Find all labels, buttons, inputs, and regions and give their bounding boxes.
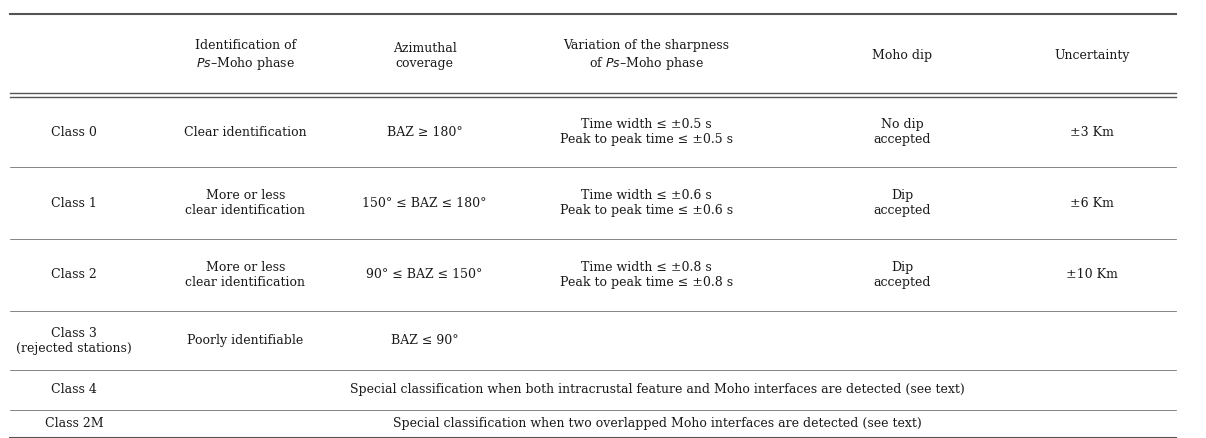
Text: Class 3
(rejected stations): Class 3 (rejected stations) [17,327,131,354]
Text: Class 0: Class 0 [51,126,98,139]
Text: ±6 Km: ±6 Km [1070,197,1114,209]
Text: More or less
clear identification: More or less clear identification [186,261,305,289]
Text: Clear identification: Clear identification [185,126,306,139]
Text: Time width ≤ ±0.8 s
Peak to peak time ≤ ±0.8 s: Time width ≤ ±0.8 s Peak to peak time ≤ … [560,261,733,289]
Text: Uncertainty: Uncertainty [1054,49,1130,62]
Text: BAZ ≤ 90°: BAZ ≤ 90° [391,334,458,347]
Text: BAZ ≥ 180°: BAZ ≥ 180° [387,126,462,139]
Text: Dip
accepted: Dip accepted [873,189,931,217]
Text: More or less
clear identification: More or less clear identification [186,189,305,217]
Text: Class 2: Class 2 [52,268,96,281]
Text: Azimuthal
coverage: Azimuthal coverage [393,42,456,70]
Text: Variation of the sharpness
of $\it{Ps}$–Moho phase: Variation of the sharpness of $\it{Ps}$–… [563,39,730,72]
Text: ±10 Km: ±10 Km [1066,268,1118,281]
Text: Class 4: Class 4 [51,383,98,396]
Text: Special classification when two overlapped Moho interfaces are detected (see tex: Special classification when two overlapp… [393,417,921,430]
Text: 90° ≤ BAZ ≤ 150°: 90° ≤ BAZ ≤ 150° [367,268,482,281]
Text: Dip
accepted: Dip accepted [873,261,931,289]
Text: Time width ≤ ±0.6 s
Peak to peak time ≤ ±0.6 s: Time width ≤ ±0.6 s Peak to peak time ≤ … [560,189,733,217]
Text: Class 1: Class 1 [51,197,98,209]
Text: Poorly identifiable: Poorly identifiable [187,334,304,347]
Text: Special classification when both intracrustal feature and Moho interfaces are de: Special classification when both intracr… [350,383,965,396]
Text: Time width ≤ ±0.5 s
Peak to peak time ≤ ±0.5 s: Time width ≤ ±0.5 s Peak to peak time ≤ … [560,118,733,146]
Text: Moho dip: Moho dip [872,49,932,62]
Text: Identification of
$\it{Ps}$–Moho phase: Identification of $\it{Ps}$–Moho phase [195,39,295,72]
Text: 150° ≤ BAZ ≤ 180°: 150° ≤ BAZ ≤ 180° [362,197,487,209]
Text: ±3 Km: ±3 Km [1070,126,1114,139]
Text: Class 2M: Class 2M [45,417,104,430]
Text: No dip
accepted: No dip accepted [873,118,931,146]
